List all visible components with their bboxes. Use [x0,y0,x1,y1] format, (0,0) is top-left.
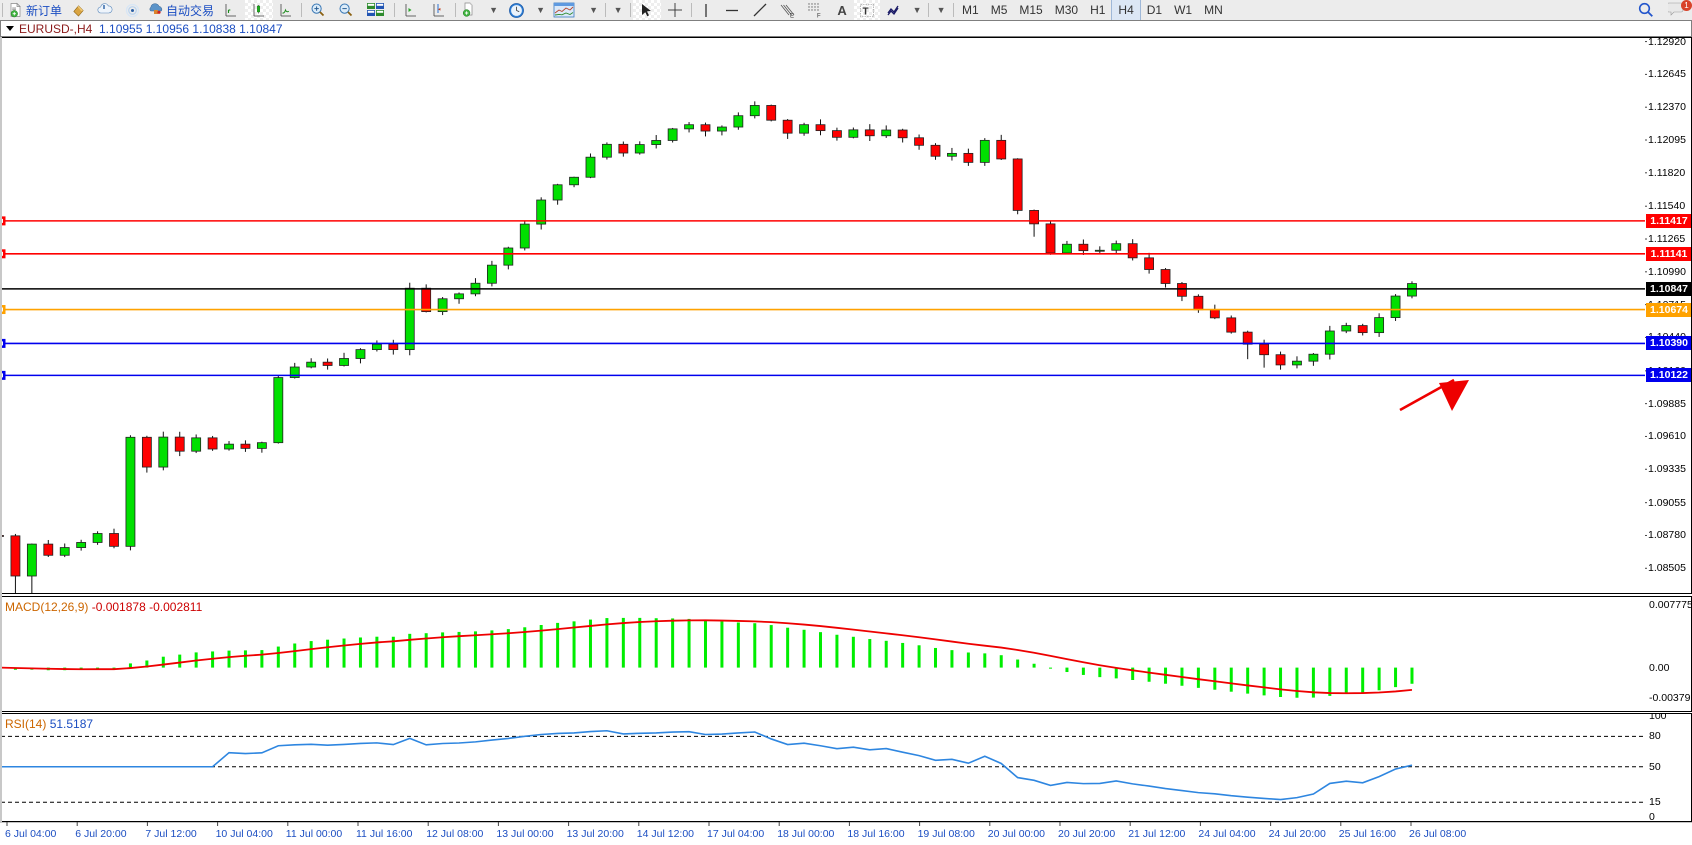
svg-text:F: F [817,13,821,18]
svg-text:T: T [863,6,869,17]
svg-text:E: E [790,13,794,18]
